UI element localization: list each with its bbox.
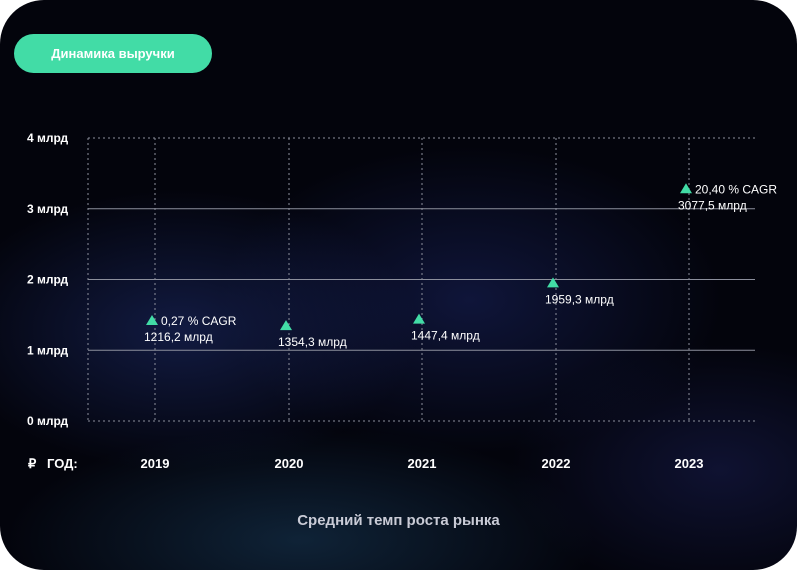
y-axis-ticks: 0 млрд 1 млрд 2 млрд 3 млрд 4 млрд [27, 131, 69, 428]
triangle-up-icon [680, 183, 692, 194]
x-tick-label: 2023 [675, 456, 704, 471]
data-label-value: 3077,5 млрд [678, 198, 747, 212]
triangle-up-icon [413, 313, 425, 324]
y-tick-label: 2 млрд [27, 273, 69, 287]
x-axis-label: ГОД: [47, 456, 78, 471]
data-label-value: 1216,2 млрд [144, 330, 213, 344]
x-tick-label: 2022 [542, 456, 571, 471]
data-label-value: 1354,3 млрд [278, 335, 347, 349]
y-tick-label: 4 млрд [27, 131, 69, 145]
triangle-up-icon [146, 314, 158, 325]
triangle-up-icon [547, 277, 559, 288]
triangle-up-icon [280, 320, 292, 331]
chart-caption: Средний темп роста рынка [297, 512, 500, 529]
data-label-cagr: 20,40 % CAGR [695, 182, 777, 196]
x-tick-label: 2020 [275, 456, 304, 471]
x-tick-label: 2019 [141, 456, 170, 471]
data-label-cagr: 0,27 % CAGR [161, 314, 237, 328]
grid [87, 137, 755, 422]
data-label-value: 1447,4 млрд [411, 329, 480, 343]
y-tick-label: 0 млрд [27, 414, 69, 428]
data-points: 0,27 % CAGR 1216,2 млрд 1354,3 млрд 1447,4 … [144, 182, 777, 349]
x-tick-label: 2021 [408, 456, 437, 471]
currency-symbol: ₽ [28, 456, 37, 471]
chart-title: Динамика выручки [51, 46, 175, 61]
y-tick-label: 1 млрд [27, 343, 69, 357]
chart-title-badge: Динамика выручки [14, 34, 212, 73]
x-axis-ticks: ₽ ГОД: 2019 2020 2021 2022 2023 [28, 456, 703, 471]
y-tick-label: 3 млрд [27, 202, 69, 216]
data-label-value: 1959,3 млрд [545, 292, 614, 306]
